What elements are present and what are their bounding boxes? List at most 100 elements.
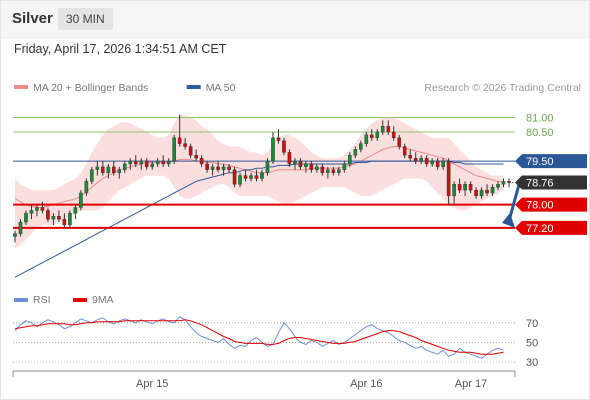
rsi-legend-label-0: RSI: [33, 294, 51, 306]
forecast-arrow-head: [502, 212, 515, 228]
candle-body-36: [210, 166, 215, 170]
candle-body-40: [232, 169, 237, 185]
candle-body-23: [139, 160, 144, 165]
legend-swatch-0: [14, 85, 28, 89]
rsi-panel: RSI 9MA 70 50 30: [13, 294, 538, 369]
rsi-tick-70: 70: [526, 318, 538, 330]
candle-body-65: [369, 134, 374, 139]
candle-body-69: [391, 131, 396, 139]
candle-body-54: [309, 163, 314, 170]
candle-body-60: [342, 163, 347, 170]
candle-body-61: [348, 155, 352, 165]
time-tick-1: Apr 16: [350, 378, 382, 390]
candle-body-42: [243, 175, 248, 179]
candle-body-75: [424, 157, 429, 165]
candle-body-84: [474, 189, 478, 197]
candle-body-89: [501, 181, 506, 185]
candle-body-13: [84, 181, 89, 194]
level-label-78.00: 78.00: [526, 200, 554, 212]
candle-body-2: [24, 213, 28, 223]
candle-body-12: [79, 192, 83, 208]
legend-label-1: MA 50: [206, 82, 236, 94]
candle-body-17: [106, 166, 111, 173]
candle-body-32: [188, 146, 193, 156]
candle-body-52: [298, 160, 303, 168]
level-badges: 81.00 80.50 79.50 78.76 78.00 77.20: [515, 113, 587, 235]
candle-body-86: [485, 189, 489, 194]
time-axis: Apr 15 Apr 16 Apr 17: [12, 370, 516, 390]
rsi-tick-30: 30: [526, 357, 538, 369]
candle-body-22: [133, 160, 138, 165]
candle-body-33: [194, 155, 198, 159]
candle-body-76: [430, 160, 434, 165]
candle-body-21: [128, 160, 133, 165]
time-tick-0: Apr 15: [136, 378, 168, 390]
candle-body-10: [68, 213, 72, 226]
level-label-79.50: 79.50: [526, 156, 554, 168]
candle-body-9: [62, 218, 67, 226]
level-badge-77.20: [515, 220, 587, 235]
candle-body-38: [221, 166, 226, 170]
candle-body-31: [183, 143, 187, 147]
candle-body-8: [57, 216, 61, 220]
rsi-legend-swatch-1: [73, 298, 87, 302]
candle-body-24: [144, 160, 149, 168]
level-label-81.00: 81.00: [526, 113, 554, 125]
level-badge-78.00: [515, 197, 587, 212]
candle-body-43: [249, 175, 253, 179]
candle-body-58: [331, 169, 336, 173]
candle-body-82: [463, 184, 467, 191]
candle-body-88: [496, 184, 500, 188]
candle-body-68: [386, 126, 391, 133]
candle-body-63: [359, 143, 363, 150]
ma20-line: [14, 146, 504, 208]
candle-body-85: [479, 189, 484, 197]
level-label-77.20: 77.20: [526, 223, 554, 235]
bollinger-band-area: [15, 114, 504, 249]
candle-body-53: [304, 163, 308, 168]
time-tick-2: Apr 17: [455, 378, 487, 390]
candle-body-56: [320, 166, 325, 173]
bollinger-bands: [15, 114, 504, 249]
candle-body-67: [380, 126, 385, 133]
candle-body-16: [101, 166, 105, 173]
candle-body-74: [419, 157, 423, 162]
candle-body-78: [441, 160, 445, 168]
rsi-tick-50: 50: [526, 337, 538, 349]
candle-body-70: [397, 137, 402, 147]
candle-body-34: [199, 157, 204, 165]
candle-body-80: [452, 184, 456, 197]
candle-body-79: [446, 160, 451, 197]
candle-body-0: [13, 233, 17, 237]
instrument-title: Silver: [12, 10, 53, 27]
candle-body-11: [73, 207, 78, 214]
candle-body-5: [40, 207, 45, 211]
candle-body-29: [172, 137, 176, 162]
legend-label-0: MA 20 + Bollinger Bands: [33, 82, 148, 94]
candle-body-49: [282, 140, 286, 153]
candle-body-18: [111, 166, 116, 173]
candle-body-57: [326, 169, 330, 173]
rsi-line: [14, 316, 504, 359]
level-badge-79.50: [515, 154, 587, 169]
candle-body-90: [507, 181, 511, 183]
interval-button[interactable]: 30 MIN: [58, 8, 113, 30]
datetime-label: Friday, April 17, 2026 1:34:51 AM CET: [14, 42, 227, 56]
candle-body-45: [260, 172, 264, 179]
candle-body-28: [166, 160, 171, 165]
candle-body-72: [408, 155, 413, 159]
candle-body-51: [293, 160, 297, 165]
legend-swatch-1: [186, 85, 201, 89]
candle-body-19: [117, 169, 122, 173]
candle-body-73: [413, 157, 418, 162]
candle-body-46: [265, 160, 270, 173]
main-legend: MA 20 + Bollinger Bands MA 50: [14, 82, 236, 94]
candle-body-77: [435, 160, 440, 168]
candle-body-47: [271, 137, 275, 162]
candle-body-71: [402, 146, 407, 156]
candle-body-64: [364, 134, 369, 144]
candle-body-1: [18, 221, 23, 234]
candle-body-62: [353, 149, 358, 156]
candle-body-14: [90, 169, 94, 182]
